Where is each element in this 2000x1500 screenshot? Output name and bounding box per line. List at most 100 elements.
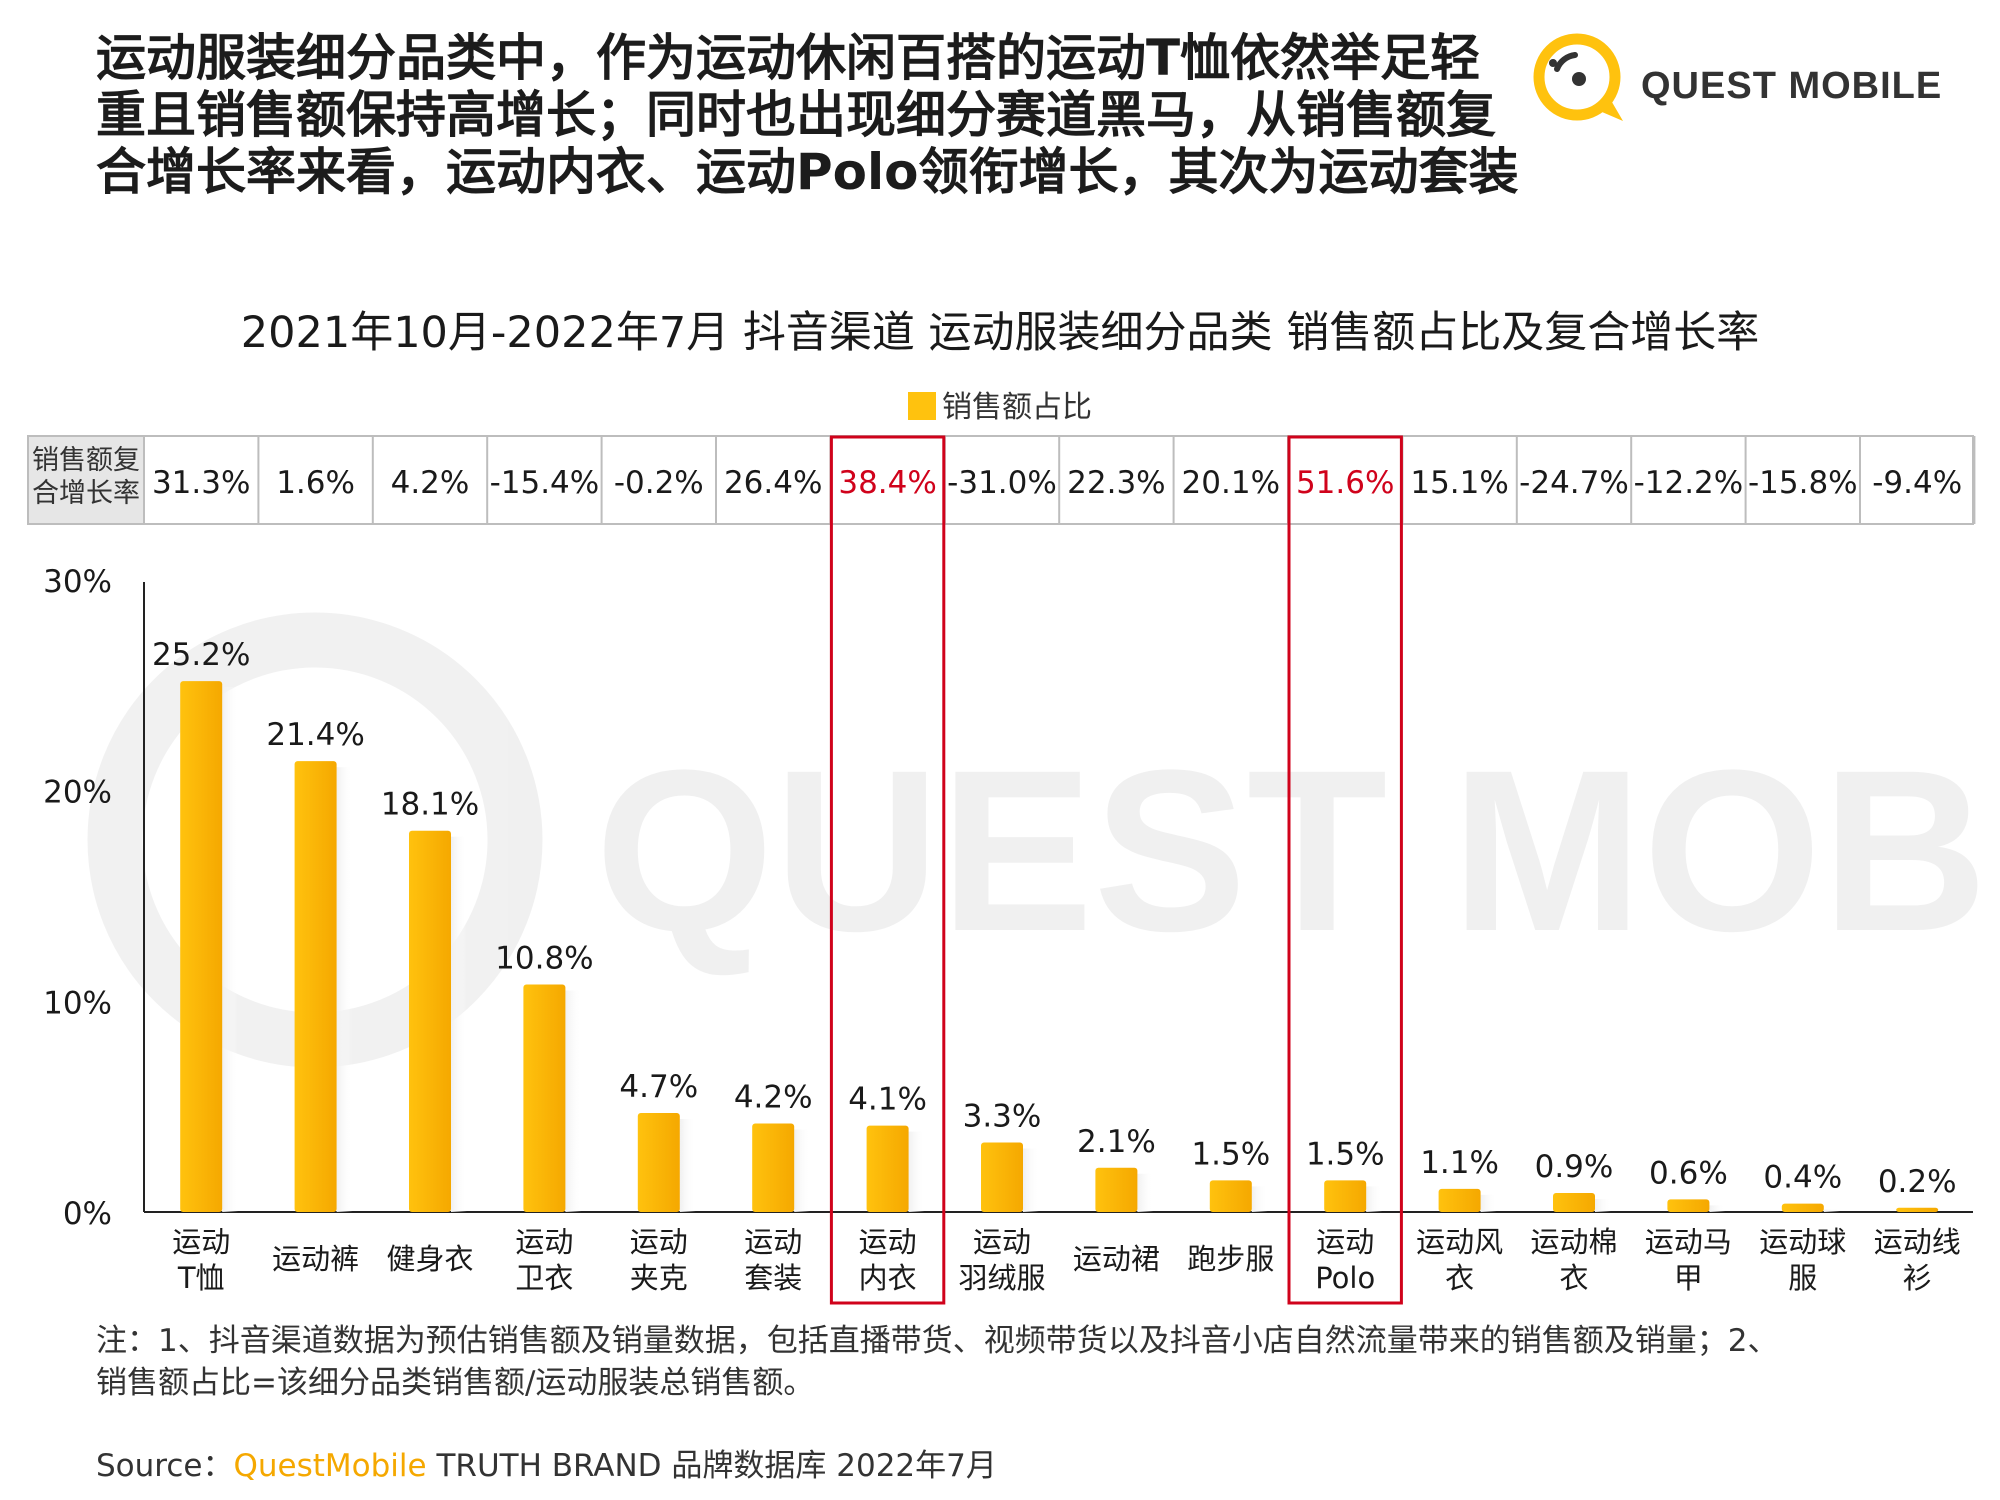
category-label: 运动裤 [272, 1242, 359, 1276]
watermark: QUEST MOBILE [87, 612, 2000, 1068]
category-label: 运动裙 [1073, 1242, 1160, 1276]
legend-label: 销售额占比 [942, 390, 1092, 425]
headline-line-2: 重且销售额保持高增长；同时也出现细分赛道黑马，从销售额复 [96, 86, 1496, 144]
bar-data-label: 1.5% [1191, 1136, 1270, 1172]
chart-legend: 销售额占比 [0, 382, 2000, 426]
category-label: 健身衣 [386, 1242, 473, 1276]
bar-shadow [451, 836, 467, 1212]
bar-data-label: 0.2% [1878, 1164, 1957, 1200]
headline-line-1: 运动服装细分品类中，作为运动休闲百搭的运动T恤依然举足轻 [96, 29, 1481, 87]
logo-mark-icon [1533, 33, 1623, 121]
source-brand: QuestMobile [233, 1448, 427, 1484]
category-label: 运动棉 [1530, 1225, 1617, 1259]
bar-data-label: 1.1% [1420, 1145, 1499, 1181]
growth-rate-value: 51.6% [1296, 465, 1394, 501]
highlight-box [829, 435, 946, 1305]
bar [637, 1112, 680, 1212]
growth-rate-value: 15.1% [1410, 465, 1508, 501]
category-label: 内衣 [859, 1261, 917, 1295]
source-line: Source：QuestMobile TRUTH BRAND 品牌数据库 202… [96, 1440, 997, 1485]
bar [981, 1142, 1023, 1212]
source-rest: TRUTH BRAND 品牌数据库 2022年7月 [426, 1448, 997, 1484]
bar [1095, 1167, 1138, 1212]
bar-data-label: 4.1% [848, 1082, 927, 1118]
bar-shadow [1251, 1186, 1268, 1212]
growth-rate-value: 4.2% [391, 465, 470, 501]
category-label: 服 [1788, 1261, 1817, 1295]
growth-rate-value: -9.4% [1872, 465, 1962, 501]
growth-table-header-cell [28, 436, 144, 524]
category-label: 运动 [859, 1225, 917, 1259]
category-label: 运动风 [1416, 1225, 1503, 1259]
bar-shadow [679, 1118, 696, 1212]
bar-data-label: 3.3% [963, 1098, 1042, 1134]
bar-shadow [1023, 1148, 1039, 1212]
bar [1438, 1188, 1481, 1212]
bar [409, 830, 451, 1212]
bar [1209, 1180, 1252, 1212]
growth-rate-value: -15.8% [1748, 465, 1858, 501]
y-tick-label: 20% [43, 775, 112, 811]
category-label: 羽绒服 [958, 1261, 1045, 1295]
growth-rate-value: -24.7% [1519, 465, 1629, 501]
category-label: 甲 [1674, 1261, 1703, 1295]
growth-rate-value: -0.2% [614, 465, 704, 501]
bar-shadow [1480, 1194, 1497, 1212]
bar-data-label: 18.1% [381, 787, 479, 823]
growth-rate-value: 20.1% [1182, 465, 1280, 501]
logo-wordmark: QUEST MOBILE [1641, 65, 1943, 107]
category-label: 运动 [630, 1225, 688, 1259]
y-tick-label: 30% [43, 564, 112, 600]
growth-rate-value: 1.6% [276, 465, 355, 501]
category-label: 运动线 [1874, 1225, 1961, 1259]
headline-line-3: 合增长率来看，运动内衣、运动Polo领衔增长，其次为运动套装 [96, 143, 1519, 201]
category-label: 运动球 [1759, 1225, 1846, 1259]
category-label: 卫衣 [515, 1261, 573, 1295]
growth-rate-value: -31.0% [947, 465, 1057, 501]
category-label: 运动 [1316, 1225, 1374, 1259]
bar-data-label: 0.9% [1535, 1149, 1614, 1185]
bar-shadow [908, 1131, 925, 1212]
bar-shadow [336, 767, 353, 1212]
category-label: 衫 [1903, 1261, 1932, 1295]
growth-rate-value: -15.4% [490, 465, 600, 501]
svg-text:QUEST MOBILE: QUEST MOBILE [595, 722, 2000, 979]
category-label: 套装 [744, 1261, 802, 1295]
bar [752, 1123, 795, 1212]
y-tick-label: 10% [43, 985, 112, 1021]
category-label: T恤 [177, 1261, 225, 1295]
bar [523, 984, 566, 1212]
growth-rate-value: -12.2% [1634, 465, 1744, 501]
bar-shadow [1823, 1209, 1840, 1212]
bar-shadow [565, 990, 582, 1212]
bar-shadow [1137, 1173, 1154, 1212]
category-label: 运动 [172, 1225, 230, 1259]
growth-table-header-line: 合增长率 [32, 478, 140, 509]
bar [1553, 1193, 1595, 1212]
growth-table-header-line: 销售额复 [32, 445, 140, 476]
bar-shadow [222, 687, 239, 1212]
bar [1667, 1199, 1710, 1212]
category-label: 运动 [973, 1225, 1031, 1259]
bar-data-label: 4.2% [734, 1080, 813, 1116]
bar-shadow [1595, 1199, 1611, 1212]
growth-rate-value: 22.3% [1067, 465, 1165, 501]
category-label: 衣 [1559, 1261, 1588, 1295]
bar-data-label: 10.8% [495, 940, 593, 976]
bar-data-label: 4.7% [619, 1069, 698, 1105]
bar-shadow [794, 1129, 811, 1212]
bar-data-label: 25.2% [152, 637, 250, 673]
bar-data-label: 0.6% [1649, 1155, 1728, 1191]
bar [180, 681, 223, 1212]
category-label: 运动马 [1645, 1225, 1732, 1259]
growth-rate-value: 31.3% [152, 465, 250, 501]
legend-swatch [908, 392, 936, 420]
category-label: 运动 [515, 1225, 573, 1259]
category-label: 运动 [744, 1225, 802, 1259]
questmobile-logo: QUEST MOBILE [1525, 25, 1945, 125]
category-label: 夹克 [630, 1261, 688, 1295]
bar-shadow [1709, 1205, 1726, 1212]
growth-rate-value: 38.4% [838, 465, 936, 501]
category-label: Polo [1315, 1261, 1375, 1295]
